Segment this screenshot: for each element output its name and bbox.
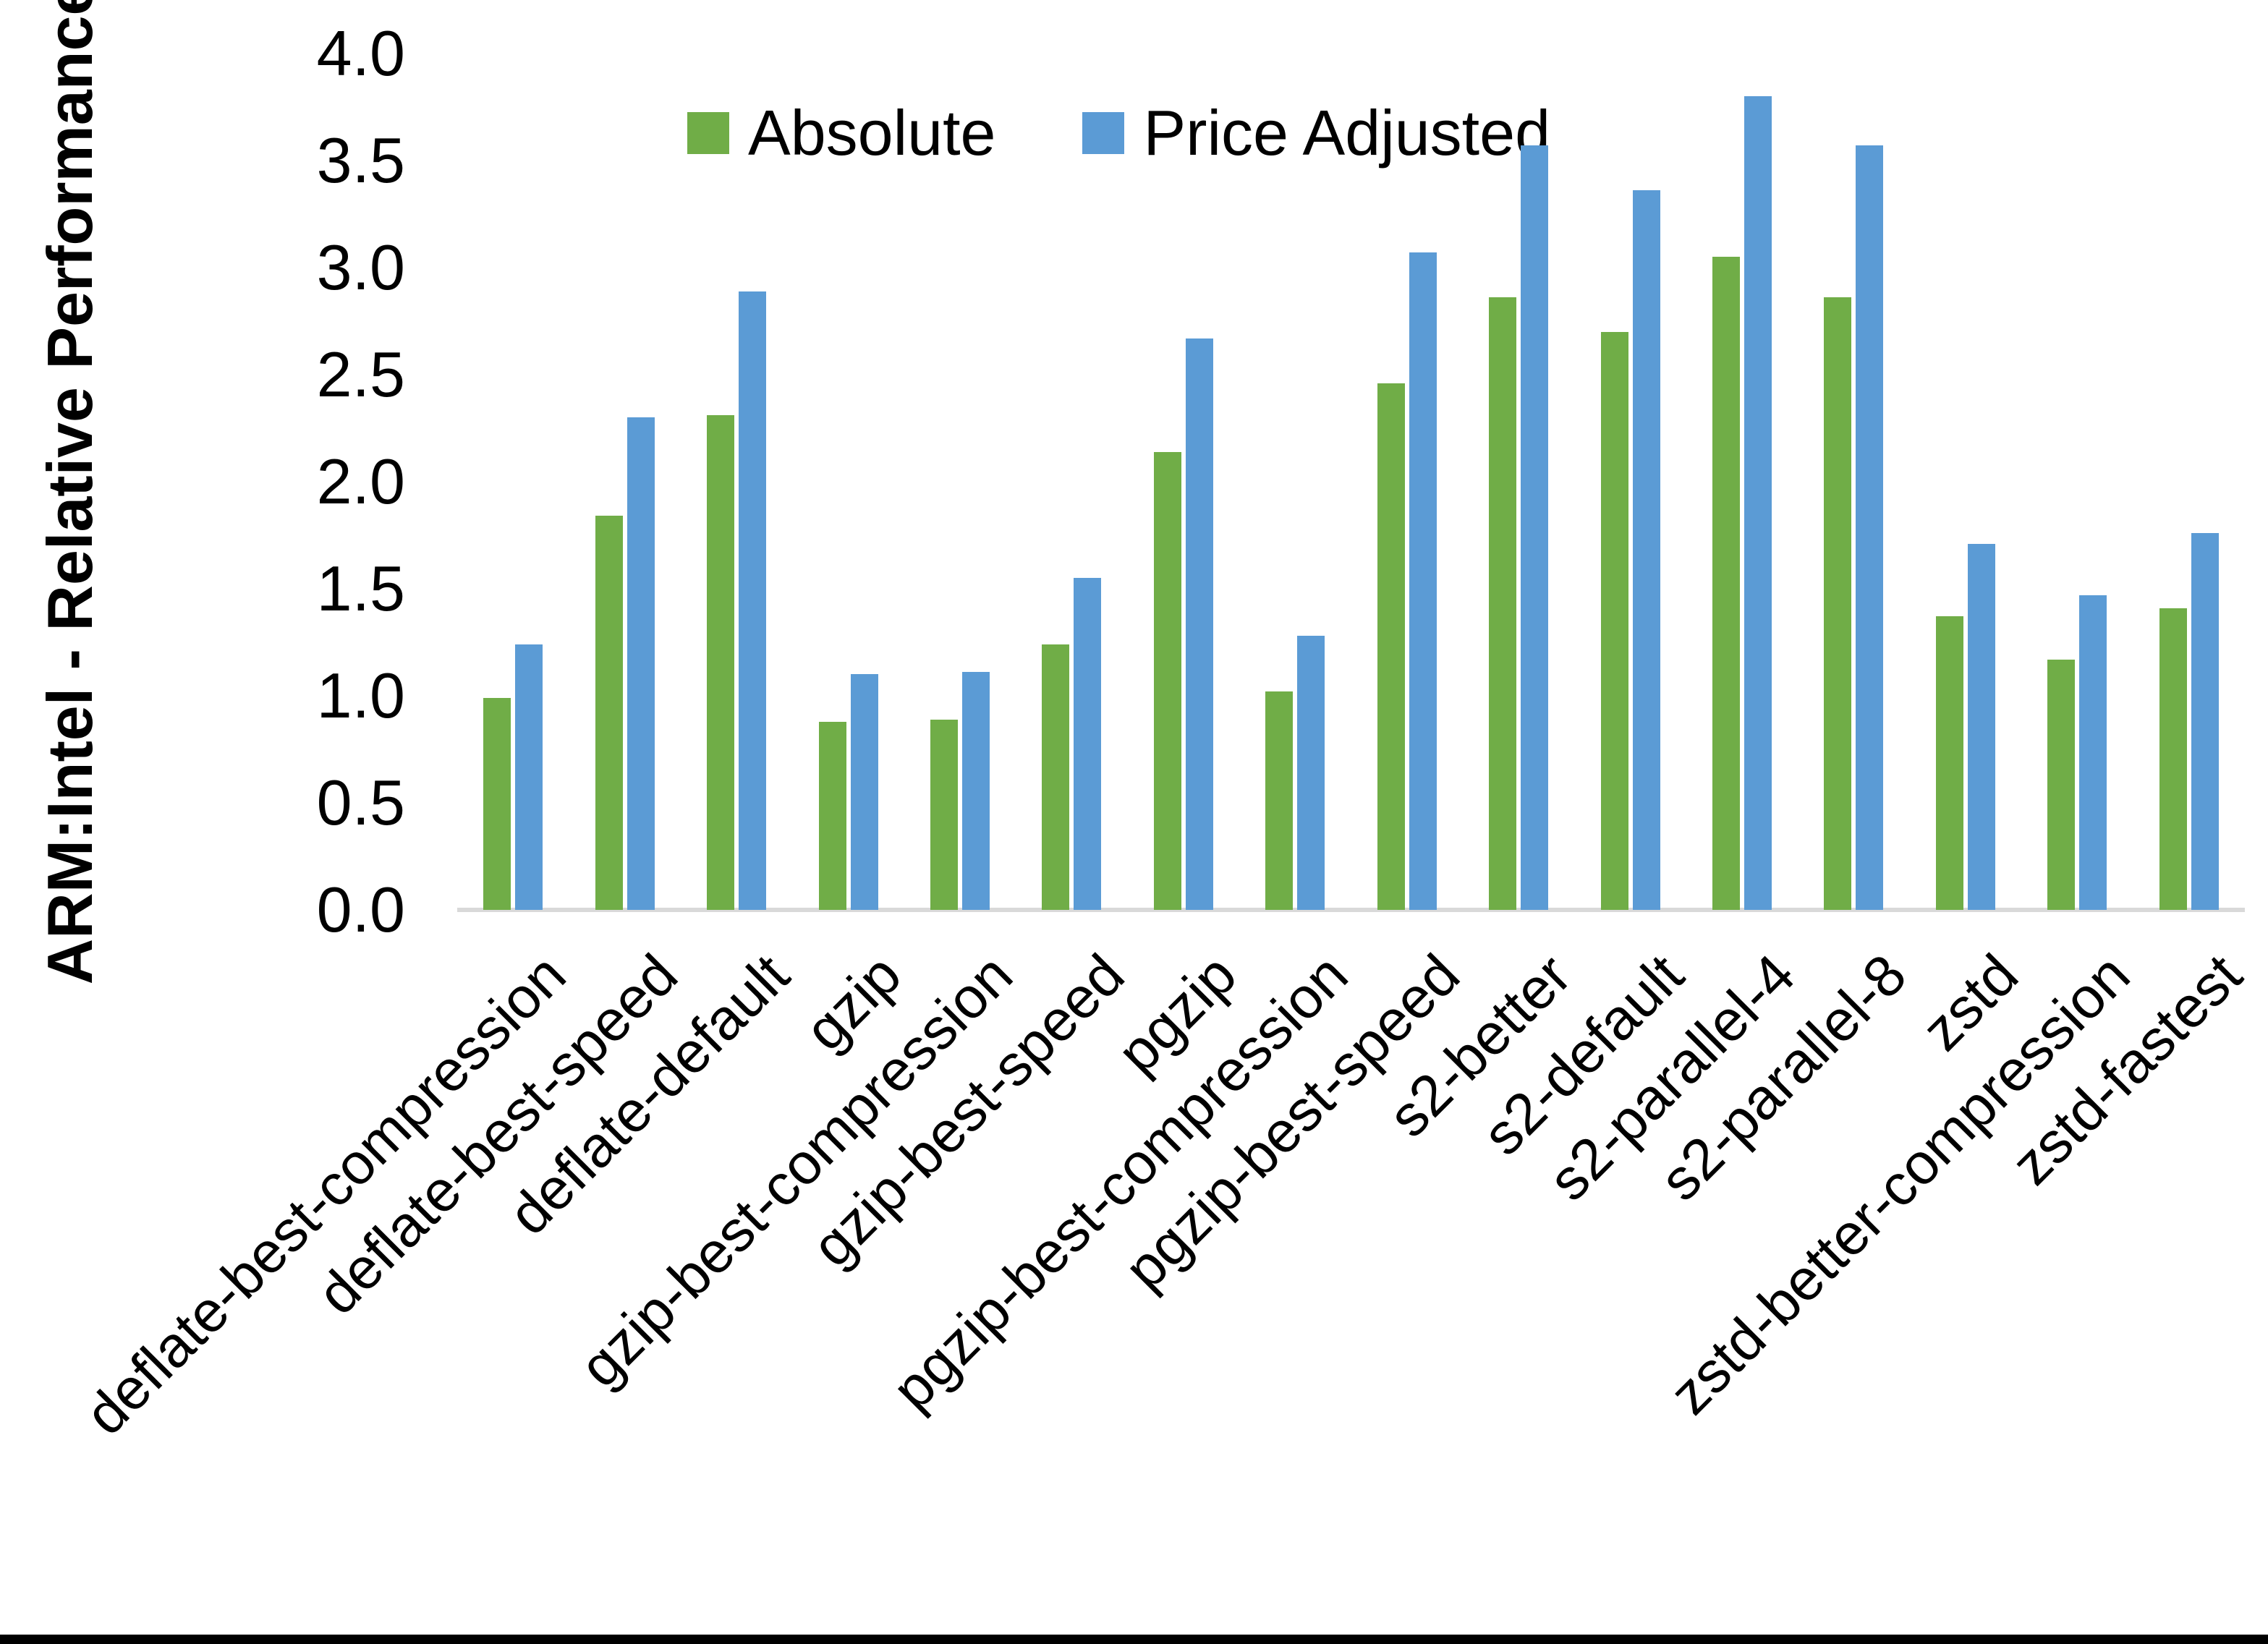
bar-price-adjusted (1968, 544, 1995, 910)
y-tick-label: 1.0 (316, 660, 405, 731)
bar-absolute (1936, 616, 1963, 910)
bar-price-adjusted (2079, 595, 2107, 910)
bar-absolute (1601, 332, 1628, 910)
y-tick-label: 4.0 (316, 17, 405, 89)
bar-price-adjusted (1744, 96, 1772, 910)
bar-price-adjusted (851, 674, 878, 910)
legend-item-absolute: Absolute (687, 101, 995, 165)
bar-absolute (1042, 644, 1069, 910)
bar-absolute (595, 516, 623, 910)
bar-absolute (1265, 691, 1293, 910)
y-tick-label: 1.5 (316, 553, 405, 624)
y-tick-label: 0.0 (316, 874, 405, 945)
bar-price-adjusted (1409, 252, 1437, 910)
bar-absolute (1377, 383, 1405, 910)
bar-absolute (930, 720, 958, 910)
bar-price-adjusted (515, 644, 543, 910)
bar-absolute (2159, 608, 2187, 910)
y-tick-label: 0.5 (316, 767, 405, 838)
bar-absolute (1489, 297, 1516, 910)
bar-price-adjusted (1856, 145, 1883, 910)
x-axis-line (457, 908, 2245, 912)
legend-swatch-price-adjusted (1082, 112, 1125, 154)
bar-price-adjusted (1186, 338, 1213, 910)
bar-price-adjusted (739, 291, 766, 910)
bottom-border (0, 1635, 2268, 1644)
legend: Absolute Price Adjusted (687, 101, 1550, 165)
bar-absolute (483, 698, 511, 910)
y-axis-title: ARM:Intel - Relative Performance (34, 0, 106, 985)
bar-absolute (1824, 297, 1851, 910)
bar-absolute (1154, 452, 1181, 910)
y-tick-label: 2.5 (316, 338, 405, 410)
bar-absolute (2047, 660, 2075, 910)
x-tick-label: deflate-best-compression (72, 942, 578, 1447)
bar-price-adjusted (1297, 636, 1325, 910)
bar-absolute (819, 722, 846, 910)
legend-item-price-adjusted: Price Adjusted (1082, 101, 1550, 165)
plot-area (457, 54, 2245, 912)
bar-price-adjusted (1521, 145, 1548, 910)
bar-price-adjusted (962, 672, 990, 910)
bar-price-adjusted (1074, 578, 1101, 910)
bar-absolute (1712, 257, 1740, 910)
bar-price-adjusted (1633, 190, 1660, 910)
legend-swatch-absolute (687, 112, 729, 154)
legend-label-price-adjusted: Price Adjusted (1143, 97, 1551, 169)
y-tick-label: 3.0 (316, 231, 405, 303)
y-tick-label: 3.5 (316, 124, 405, 196)
bar-price-adjusted (627, 417, 655, 910)
bar-absolute (707, 415, 734, 910)
bar-price-adjusted (2191, 533, 2219, 910)
y-tick-label: 2.0 (316, 446, 405, 517)
legend-label-absolute: Absolute (748, 97, 996, 169)
